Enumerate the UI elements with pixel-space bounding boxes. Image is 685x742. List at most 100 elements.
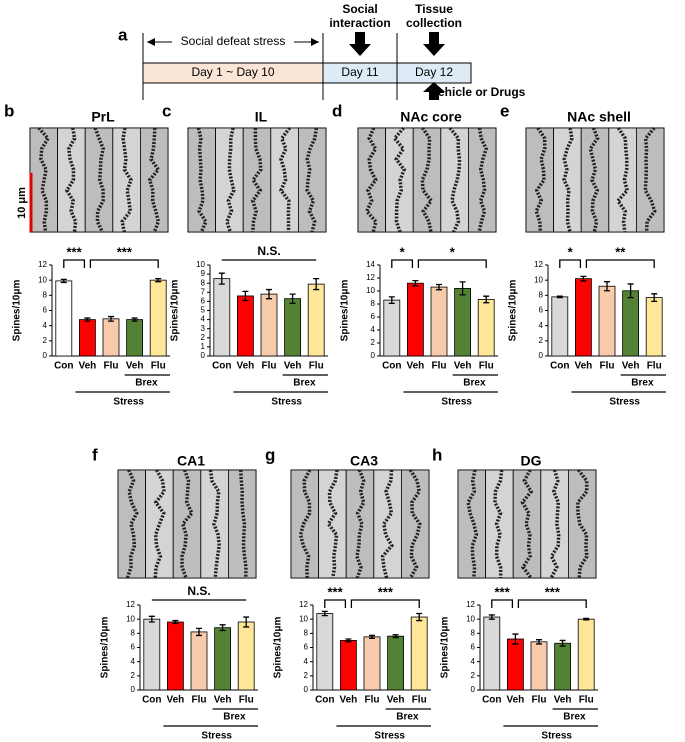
x-tick-label: Veh [126,361,144,372]
group-label: Stress [441,397,472,408]
x-tick-label: Flu [309,361,324,372]
dendrite [562,127,574,233]
y-tick-label: 8 [131,628,136,637]
micrograph-strip [145,469,174,579]
y-tick-label: 0 [471,685,476,694]
y-axis-label: Spines/10μm [508,280,519,342]
significance: *** [67,244,83,259]
y-axis-label: Spines/10μm [273,617,284,679]
label-bg [172,34,294,50]
y-axis-label: Spines/10μm [12,280,23,342]
x-tick-label: Flu [104,361,119,372]
panel-title: IL [255,109,268,125]
event-label: Tissue [415,2,453,16]
error-bar [243,616,250,628]
error-bar [583,617,590,621]
bar [363,636,381,691]
y-tick-label: 12 [38,260,47,269]
x-tick-label: Veh [237,361,255,372]
error-bar [172,619,179,625]
panel-title: DG [521,453,542,469]
error-bar [266,288,272,300]
dendrite [238,469,248,579]
y-tick-label: 6 [131,643,136,652]
bar [554,642,571,691]
bar [55,280,73,357]
bar [143,618,161,691]
micrograph-strip [457,469,487,579]
y-tick-label: 10 [38,275,47,284]
dendrite [576,468,589,579]
bar [477,299,495,357]
significance: *** [495,584,511,599]
error-bar [369,634,375,639]
x-tick-label: Con [382,361,401,372]
bar [214,627,232,691]
error-bar [580,275,587,282]
x-tick-label: Veh [79,361,97,372]
bar [454,287,472,357]
y-tick-label: 14 [366,260,375,269]
bar [430,286,448,357]
error-bar [392,634,399,639]
micrograph-strip [345,469,375,579]
error-bar [321,610,328,617]
y-tick-label: 6 [43,306,48,315]
dendrite [364,127,378,233]
bar [316,613,334,691]
error-bar [459,281,466,296]
micrograph-strip [608,127,637,233]
y-tick-label: 10 [299,614,308,623]
micrograph-strip [57,127,86,233]
dendrite [298,469,312,579]
error-bar [196,627,202,637]
scale-label: 10 μm [16,187,28,219]
y-tick-label: 4 [43,321,48,330]
y-tick-label: 4 [539,321,544,330]
y-tick-label: 0 [201,351,206,360]
dendrite [466,469,479,579]
x-tick-label: Con [54,361,73,372]
period-label: Day 11 [341,65,378,79]
bar [149,279,167,357]
x-tick-label: Veh [622,361,640,372]
y-tick-label: 12 [126,600,135,609]
error-bar [536,639,542,645]
panel-title: CA1 [177,453,205,469]
y-tick-label: 6 [539,306,544,315]
panel-title: CA3 [350,453,378,469]
y-axis-label: Spines/10μm [170,280,181,342]
y-tick-label: 6 [201,297,206,306]
bar [126,319,143,357]
panel-letter: c [162,101,171,120]
y-tick-label: 9 [201,269,206,278]
y-tick-label: 7 [201,287,206,296]
y-tick-label: 4 [371,325,376,334]
group-label: Stress [374,731,405,742]
dendrite [477,127,488,233]
dendrite [147,127,161,233]
bar [166,621,184,691]
panel-letter: h [432,445,442,464]
error-bar [559,639,566,647]
significance: * [568,244,574,259]
y-tick-label: 4 [201,315,206,324]
y-axis-label: Spines/10μm [100,617,111,679]
x-tick-label: Con [482,695,501,706]
stress-label: Social defeat stress [181,34,286,48]
y-tick-label: 0 [304,685,309,694]
x-tick-label: Veh [387,695,405,706]
bar [284,298,302,357]
bracket [517,599,587,608]
dendrite [493,469,504,579]
bar [383,299,401,357]
x-tick-label: Veh [554,695,572,706]
y-tick-label: 6 [471,643,476,652]
dendrite [380,469,394,579]
y-tick-label: 2 [201,333,206,342]
bar [410,616,428,691]
dendrite [326,469,339,579]
y-tick-label: 6 [371,312,376,321]
error-bar [218,272,225,285]
error-bar [412,279,419,287]
